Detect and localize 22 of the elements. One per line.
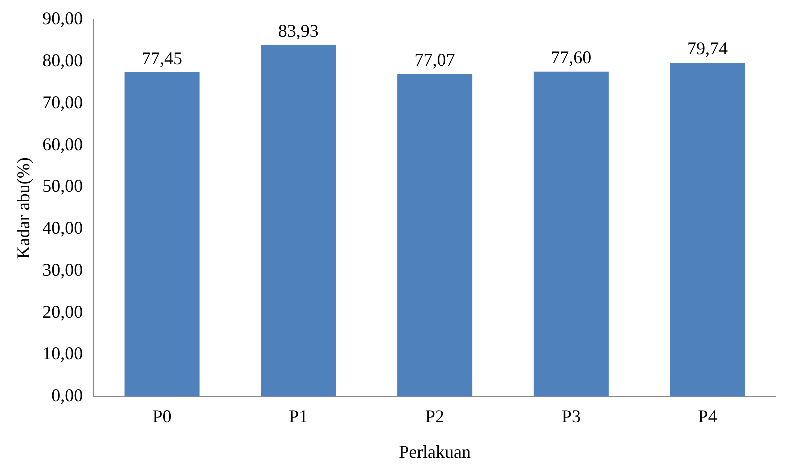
y-tick-label: 10,00 (42, 344, 84, 364)
data-label: 77,07 (414, 50, 456, 70)
data-label: 77,60 (551, 48, 592, 68)
y-tick-label: 70,00 (42, 92, 84, 112)
y-tick-label: 50,00 (42, 176, 84, 196)
x-tick-label: P3 (562, 406, 581, 426)
y-axis-title: Kadar abu(%) (14, 158, 34, 260)
data-label: 77,45 (142, 48, 183, 68)
y-tick-label: 20,00 (42, 302, 84, 322)
data-label: 83,93 (278, 21, 319, 42)
y-tick-label: 0,00 (52, 386, 84, 406)
x-tick-label: P1 (289, 406, 308, 426)
x-tick-label: P0 (152, 406, 172, 426)
y-tick-label: 30,00 (42, 260, 84, 280)
data-label: 79,74 (688, 38, 728, 59)
y-tick-label: 80,00 (42, 50, 84, 71)
y-tick-label: 60,00 (42, 134, 84, 154)
x-tick-label: P2 (426, 406, 445, 426)
x-tick-label: P4 (698, 406, 718, 426)
y-tick-label: 40,00 (42, 218, 84, 238)
x-axis-title: Perlakuan (399, 442, 472, 462)
y-tick-label: 90,00 (42, 8, 84, 29)
